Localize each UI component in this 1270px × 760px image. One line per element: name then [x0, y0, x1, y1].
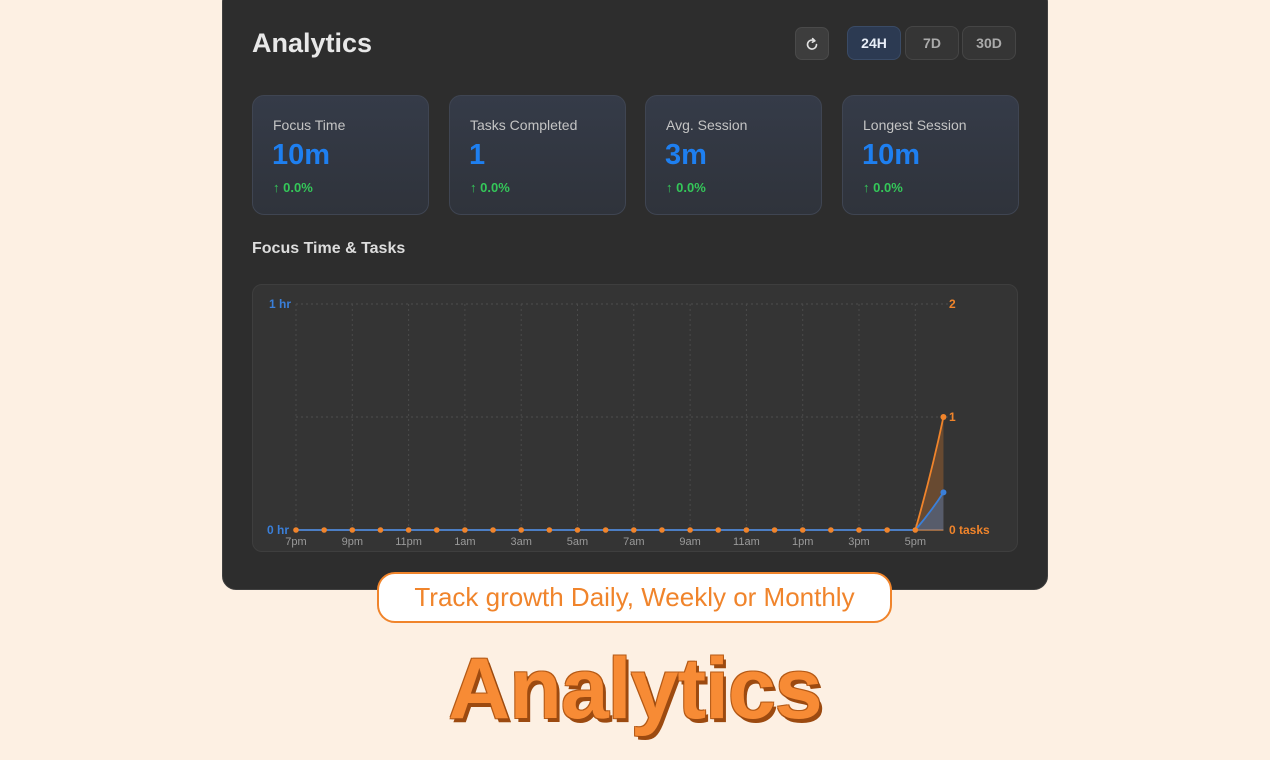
data-point [293, 527, 299, 533]
data-point [377, 527, 384, 533]
arrow-up-icon: ↑ [470, 180, 481, 195]
focus-tasks-chart: 7pm 9pm 11pm 1am 3am 5am 7am 9am 11am 1pm 3pm 5pm 0 … [267, 297, 990, 548]
data-point [433, 527, 440, 533]
data-point [659, 527, 665, 533]
stat-card-focus-time: Focus Time 10m ↑ 0.0% [252, 95, 429, 215]
range-7d-button[interactable]: 7D [905, 26, 959, 60]
y-right-label: 0 tasks [949, 523, 990, 537]
y-right-label: 2 [949, 297, 956, 311]
range-30d-button[interactable]: 30D [962, 26, 1016, 60]
x-tick-label: 1am [454, 536, 475, 548]
stat-label: Focus Time [273, 117, 346, 133]
refresh-icon [806, 37, 818, 50]
chart-title: Focus Time & Tasks [252, 240, 406, 257]
data-point [405, 527, 412, 533]
series-area [915, 492, 944, 530]
data-point [602, 527, 609, 533]
data-point [884, 527, 890, 533]
x-tick-label: 7pm [285, 536, 306, 548]
chart-container [252, 284, 1018, 552]
stat-change: ↑ 0.0% [666, 180, 706, 195]
stat-label: Longest Session [863, 117, 967, 133]
stat-change: ↑ 0.0% [863, 180, 903, 195]
hero-title: Analytics [448, 641, 822, 737]
arrow-up-icon: ↑ [273, 180, 284, 195]
stat-value: 1 [469, 139, 486, 171]
x-tick-label: 1pm [792, 536, 813, 548]
data-point [743, 527, 750, 533]
data-point [828, 527, 834, 533]
x-tick-label: 9am [679, 536, 700, 548]
x-tick-label: 5am [567, 536, 588, 548]
data-point [856, 527, 862, 533]
stat-value: 3m [665, 139, 707, 171]
data-point [574, 527, 581, 533]
data-point [687, 527, 693, 533]
data-point [490, 527, 496, 533]
x-tick-label: 3am [510, 536, 531, 548]
series-line [296, 416, 945, 531]
y-right-label: 1 [949, 410, 956, 424]
x-tick-label: 11pm [395, 536, 422, 548]
arrow-up-icon: ↑ [863, 180, 874, 195]
stat-label: Avg. Session [666, 117, 748, 133]
stat-card-longest-session: Longest Session 10m ↑ 0.0% [842, 95, 1019, 215]
range-24h-button[interactable]: 24H [847, 26, 901, 60]
stat-change: ↑ 0.0% [470, 180, 510, 195]
data-point [631, 527, 637, 533]
stat-label: Tasks Completed [470, 117, 578, 133]
arrow-up-icon: ↑ [666, 180, 677, 195]
x-tick-label: 3pm [848, 536, 869, 548]
data-point [912, 527, 919, 533]
data-point [349, 527, 356, 533]
y-left-label: 0 hr [267, 523, 289, 537]
page-title: Analytics [252, 28, 373, 58]
x-tick-label: 11am [733, 536, 760, 548]
stat-value: 10m [272, 139, 331, 171]
data-point [321, 527, 327, 533]
data-point [518, 527, 524, 533]
stat-value: 10m [862, 139, 921, 171]
data-point [715, 527, 722, 533]
y-left-label: 1 hr [269, 297, 291, 311]
data-point [940, 489, 947, 496]
x-tick-label: 5pm [905, 536, 926, 548]
data-point [799, 527, 806, 533]
series-line [296, 491, 945, 531]
x-tick-label: 7am [623, 536, 644, 548]
tagline-banner: Track growth Daily, Weekly or Monthly [377, 572, 892, 623]
stat-card-avg-session: Avg. Session 3m ↑ 0.0% [645, 95, 822, 215]
data-point [462, 527, 468, 533]
stat-card-tasks-completed: Tasks Completed 1 ↑ 0.0% [449, 95, 626, 215]
data-point [546, 527, 553, 533]
x-tick-label: 9pm [342, 536, 363, 548]
data-point [771, 527, 778, 533]
data-point [940, 414, 947, 420]
refresh-button[interactable] [795, 27, 829, 60]
stat-change: ↑ 0.0% [273, 180, 313, 195]
